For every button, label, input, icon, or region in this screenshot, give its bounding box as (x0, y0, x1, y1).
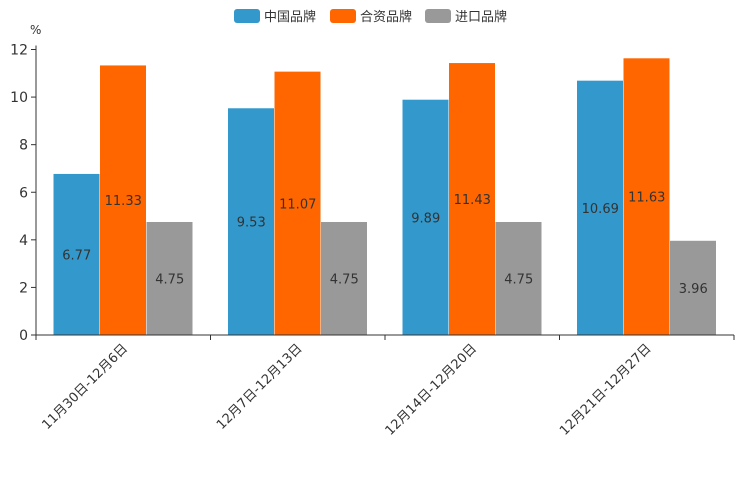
y-tick-label: 4 (19, 233, 28, 249)
bar--1-3[interactable] (146, 221, 193, 335)
bar-value-label: 4.75 (155, 272, 184, 287)
bars: 6.77 11.33 4.75 9.53 11.07 4.75 9.89 11.43 4.75 1… (53, 58, 716, 336)
x-tick-label: 12月14日-12月20日 (383, 341, 480, 438)
bar--1-1[interactable] (53, 173, 100, 335)
bar-value-label: 11.33 (105, 194, 142, 209)
bar--3-2[interactable] (449, 63, 495, 335)
bar--4-1[interactable] (577, 80, 623, 335)
bar-value-label: 11.63 (628, 191, 665, 206)
y-tick-label: 10 (10, 90, 28, 106)
bar-value-label: 11.07 (279, 197, 316, 212)
bar-value-label: 9.89 (411, 211, 440, 226)
bar-value-label: 11.43 (454, 193, 491, 208)
bar--4-3[interactable] (670, 240, 716, 335)
legend: 中国品牌 合资品牌 进口品牌 (234, 9, 507, 25)
x-axis: 11月30日-12月6日 12月7日-12月13日 12月14日-12月20日 12月… (35, 334, 735, 439)
legend-label-2[interactable]: 合资品牌 (360, 9, 412, 25)
legend-label-1[interactable]: 中国品牌 (264, 9, 316, 25)
y-tick-label: 0 (19, 328, 28, 344)
bar--2-1[interactable] (228, 108, 274, 336)
bar--3-3[interactable] (495, 221, 542, 335)
bar--2-2[interactable] (274, 71, 321, 335)
x-tick-label: 12月21日-12月27日 (557, 341, 654, 438)
y-axis: 0 2 4 6 8 10 12 (10, 43, 37, 344)
y-tick-label: 6 (19, 185, 28, 201)
bar-value-label: 4.75 (330, 272, 359, 287)
bar-value-label: 6.77 (62, 248, 91, 263)
bar-value-label: 10.69 (582, 202, 619, 217)
x-tick-label: 11月30日-12月6日 (39, 341, 131, 433)
bar-value-label: 3.96 (679, 282, 708, 297)
bar--3-1[interactable] (402, 99, 449, 336)
y-axis-unit-label: % (30, 23, 41, 37)
bar--2-3[interactable] (321, 221, 367, 335)
bar--1-2[interactable] (100, 65, 146, 335)
y-tick-label: 8 (19, 138, 28, 154)
legend-label-3[interactable]: 进口品牌 (455, 9, 507, 25)
legend-swatch-2[interactable] (330, 9, 356, 23)
bar-value-label: 9.53 (237, 216, 266, 231)
legend-swatch-3[interactable] (425, 9, 451, 23)
bar--4-2[interactable] (623, 58, 670, 335)
x-tick-label: 12月7日-12月13日 (214, 341, 306, 433)
legend-swatch-1[interactable] (234, 9, 260, 23)
bar-value-label: 4.75 (504, 272, 533, 287)
y-tick-label: 2 (19, 280, 28, 296)
y-tick-label: 12 (10, 43, 28, 59)
